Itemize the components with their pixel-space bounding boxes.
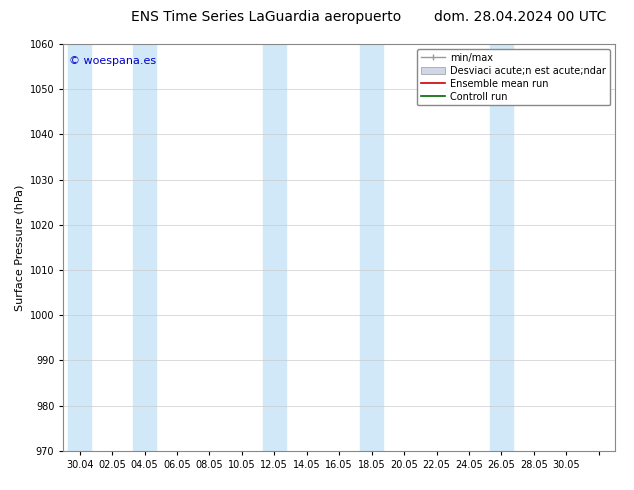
Bar: [620, 44, 634, 451]
Bar: [133, 44, 156, 451]
Bar: [360, 44, 383, 451]
Text: © woespana.es: © woespana.es: [69, 56, 156, 66]
Text: dom. 28.04.2024 00 UTC: dom. 28.04.2024 00 UTC: [434, 10, 606, 24]
Text: ENS Time Series LaGuardia aeropuerto: ENS Time Series LaGuardia aeropuerto: [131, 10, 401, 24]
Bar: [490, 44, 513, 451]
Bar: [68, 44, 91, 451]
Bar: [263, 44, 286, 451]
Legend: min/max, Desviaci acute;n est acute;ndar, Ensemble mean run, Controll run: min/max, Desviaci acute;n est acute;ndar…: [417, 49, 610, 105]
Y-axis label: Surface Pressure (hPa): Surface Pressure (hPa): [14, 184, 24, 311]
